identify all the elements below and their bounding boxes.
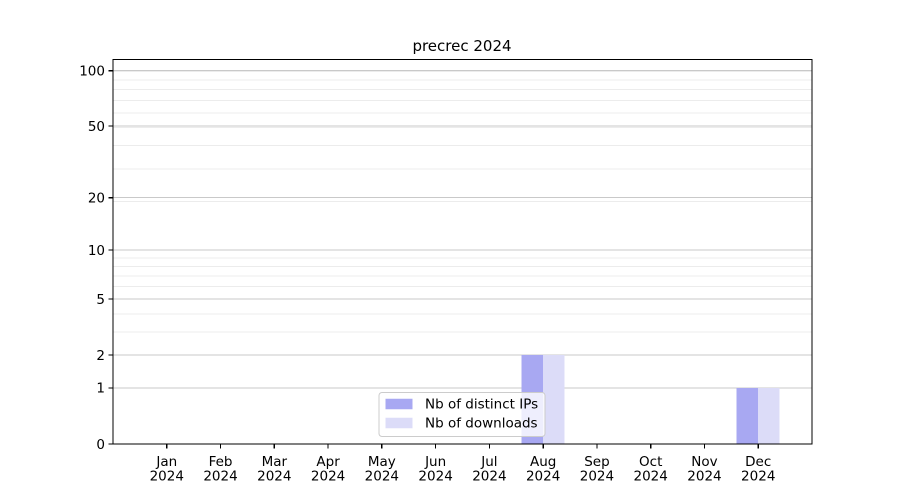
y-tick-label: 20	[88, 191, 105, 207]
x-tick-label-year: 2024	[418, 469, 452, 485]
y-tick-label: 100	[79, 64, 105, 80]
x-tick-label-year: 2024	[311, 469, 345, 485]
x-tick-label-month: Apr	[316, 454, 340, 470]
bar-dec-series1	[758, 387, 780, 444]
plot-border	[112, 58, 813, 445]
x-tick-label-year: 2024	[472, 469, 506, 485]
x-tick-label-month: Feb	[209, 454, 233, 470]
x-tick-label-month: Jul	[480, 454, 497, 470]
x-tick-label-month: Aug	[530, 454, 556, 470]
x-tick-label-year: 2024	[526, 469, 560, 485]
x-tick-label-year: 2024	[687, 469, 721, 485]
x-axis-ticks: Jan2024Feb2024Mar2024Apr2024May2024Jun20…	[150, 444, 775, 485]
legend-swatch	[385, 398, 413, 410]
x-tick-label-month: Sep	[584, 454, 609, 470]
x-tick-label-month: Mar	[262, 454, 288, 470]
x-tick-label-year: 2024	[365, 469, 399, 485]
minor-gridlines	[113, 71, 812, 333]
x-tick-label-year: 2024	[580, 469, 614, 485]
x-tick-label-month: Oct	[639, 454, 662, 470]
x-tick-label-month: Nov	[691, 454, 717, 470]
y-tick-label: 0	[96, 437, 105, 453]
y-axis-ticks: 0 1 2 5 10 20 50 100	[79, 64, 113, 453]
bar-aug-series1	[543, 355, 565, 444]
legend-label: Nb of downloads	[425, 416, 538, 432]
x-tick-label-year: 2024	[634, 469, 668, 485]
y-tick-label: 5	[96, 292, 105, 308]
y-tick-label: 50	[88, 119, 105, 135]
x-tick-label-month: Jan	[155, 454, 177, 470]
legend-label: Nb of distinct IPs	[425, 397, 538, 413]
legend-box	[378, 392, 546, 437]
x-tick-label-year: 2024	[203, 469, 237, 485]
x-tick-label-month: Dec	[745, 454, 771, 470]
bar-series-group	[521, 355, 780, 444]
bar-dec-series0	[736, 387, 759, 444]
y-tick-label: 10	[88, 243, 105, 259]
x-tick-label-year: 2024	[257, 469, 291, 485]
y-tick-label: 1	[96, 381, 105, 397]
x-tick-label-month: Jun	[424, 454, 446, 470]
major-gridlines	[113, 70, 812, 389]
x-tick-label-month: May	[368, 454, 396, 470]
x-tick-label-year: 2024	[741, 469, 775, 485]
chart-title: precrec 2024	[412, 37, 511, 55]
y-tick-label: 2	[96, 348, 105, 364]
x-tick-label-year: 2024	[150, 469, 184, 485]
legend-swatch	[385, 417, 413, 429]
legend: Nb of distinct IPs Nb of downloads	[378, 392, 546, 437]
